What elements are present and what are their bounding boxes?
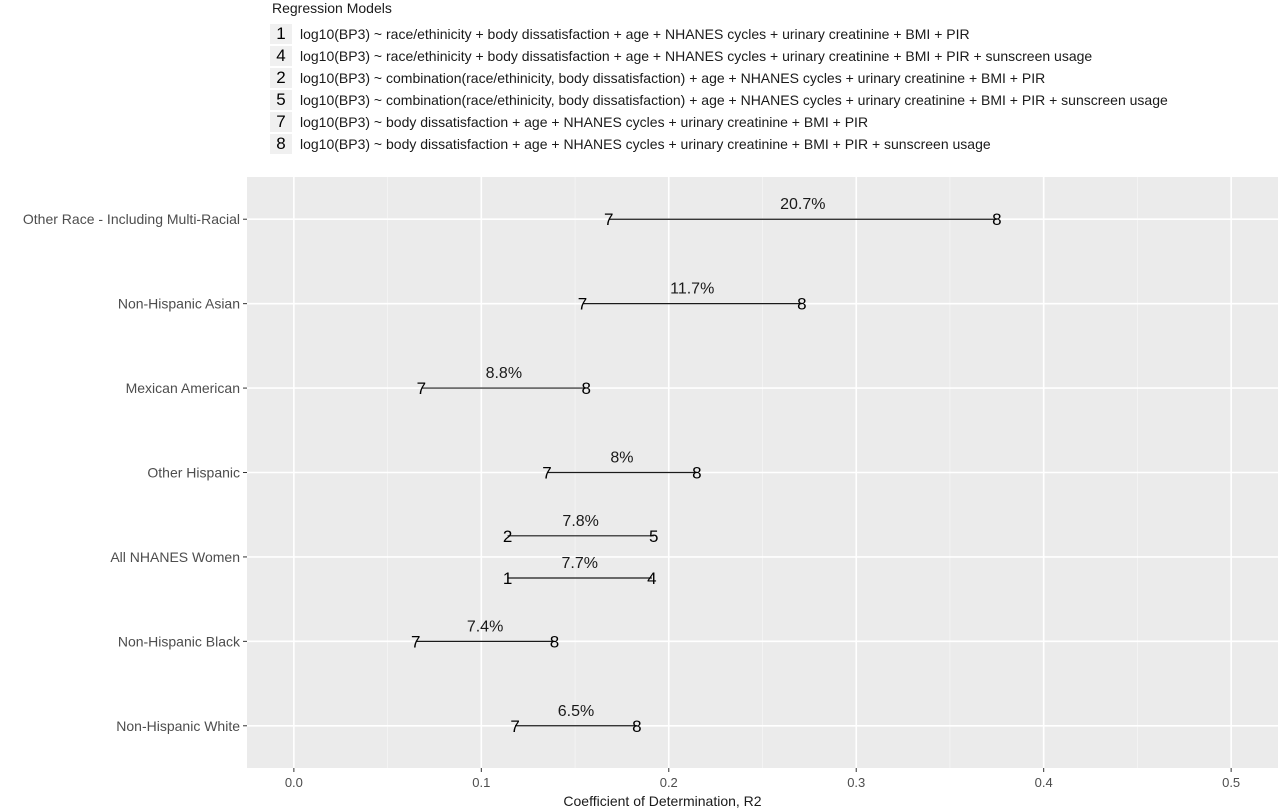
y-tick-label: Non-Hispanic Asian (118, 296, 240, 312)
legend-key: 5 (270, 90, 292, 110)
legend-label: log10(BP3) ~ combination(race/ethinicity… (300, 70, 1046, 86)
start-model-label: 7 (510, 717, 519, 736)
difference-label: 6.5% (558, 703, 594, 720)
y-tick-label: Mexican American (126, 380, 240, 396)
start-model-label: 7 (411, 632, 420, 651)
x-tick-label: 0.5 (1222, 775, 1240, 790)
end-model-label: 8 (797, 295, 806, 314)
legend-label: log10(BP3) ~ race/ethinicity + body diss… (300, 48, 1093, 64)
x-axis-title: Coefficient of Determination, R2 (563, 793, 761, 809)
start-model-label: 7 (578, 295, 587, 314)
end-model-label: 8 (992, 210, 1001, 229)
end-model-label: 8 (550, 632, 559, 651)
y-tick-label: Non-Hispanic Black (118, 633, 241, 649)
x-tick-label: 0.2 (660, 775, 678, 790)
legend-title: Regression Models (272, 0, 392, 16)
x-tick-label: 0.3 (847, 775, 865, 790)
x-tick-label: 0.0 (285, 775, 303, 790)
start-model-label: 2 (503, 527, 512, 546)
legend-item: 1 log10(BP3) ~ race/ethinicity + body di… (270, 24, 970, 44)
start-model-label: 1 (503, 569, 512, 588)
difference-label: 8.8% (486, 365, 522, 382)
legend-key: 1 (270, 24, 292, 44)
difference-label: 11.7% (670, 281, 714, 298)
y-tick-label: Non-Hispanic White (116, 718, 240, 734)
legend-label: log10(BP3) ~ combination(race/ethinicity… (300, 92, 1168, 108)
difference-label: 8% (610, 450, 633, 467)
end-model-label: 5 (649, 527, 658, 546)
start-model-label: 7 (604, 210, 613, 229)
x-tick-label: 0.4 (1035, 775, 1053, 790)
start-model-label: 7 (417, 379, 426, 398)
legend-item: 8 log10(BP3) ~ body dissatisfaction + ag… (270, 134, 991, 154)
start-model-label: 7 (542, 464, 551, 483)
legend-item: 7 log10(BP3) ~ body dissatisfaction + ag… (270, 112, 868, 132)
y-tick-label: Other Race - Including Multi-Racial (23, 211, 240, 227)
difference-label: 20.7% (780, 196, 825, 213)
legend-label: log10(BP3) ~ race/ethinicity + body diss… (300, 26, 970, 42)
end-model-label: 8 (632, 717, 641, 736)
legend-key: 2 (270, 68, 292, 88)
y-tick-label: All NHANES Women (110, 549, 240, 565)
legend-label: log10(BP3) ~ body dissatisfaction + age … (300, 114, 869, 130)
difference-label: 7.7% (561, 555, 597, 572)
legend-item: 2 log10(BP3) ~ combination(race/ethinici… (270, 68, 1045, 88)
end-model-label: 8 (582, 379, 591, 398)
legend-key: 7 (270, 112, 292, 132)
legend-item: 5 log10(BP3) ~ combination(race/ethinici… (270, 90, 1168, 110)
difference-label: 7.8% (562, 513, 598, 530)
end-model-label: 8 (692, 464, 701, 483)
legend-key: 8 (270, 134, 292, 154)
legend-key: 4 (270, 46, 292, 66)
legend-item: 4 log10(BP3) ~ race/ethinicity + body di… (270, 46, 1092, 66)
y-tick-label: Other Hispanic (147, 465, 240, 481)
legend-label: log10(BP3) ~ body dissatisfaction + age … (300, 136, 991, 152)
x-tick-label: 0.1 (472, 775, 490, 790)
end-model-label: 4 (647, 569, 656, 588)
difference-label: 7.4% (467, 618, 503, 635)
